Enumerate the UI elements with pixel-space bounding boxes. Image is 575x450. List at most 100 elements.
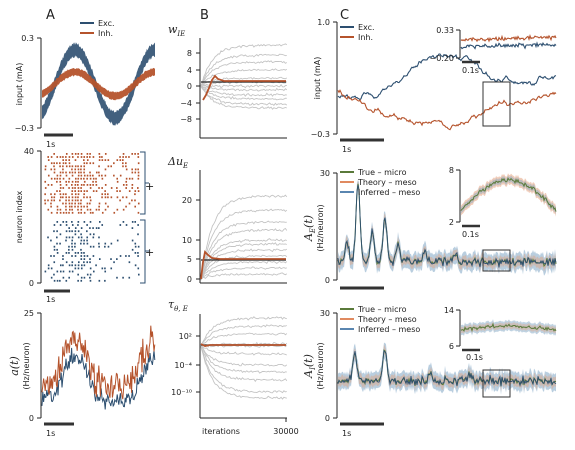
grey-run (200, 345, 288, 383)
raster-spike (80, 156, 83, 158)
y-tick-label: 10⁻⁴ (174, 361, 192, 370)
raster-spike (92, 177, 95, 180)
a-raster-plus-top: + (145, 180, 154, 193)
raster-spike (86, 174, 89, 177)
raster-spike (122, 276, 124, 279)
raster-spike (74, 202, 76, 205)
c-ae-inset-ytick-label-bottom: 2 (449, 218, 454, 227)
raster-spike (104, 208, 107, 211)
raster-spike (137, 187, 139, 189)
raster-spike (68, 159, 71, 161)
raster-spike (86, 205, 89, 208)
raster-spike (74, 177, 77, 180)
raster-spike (116, 258, 118, 260)
y-tick-label: 5 (187, 255, 192, 264)
c-input-ylabel: input (mA) (313, 57, 322, 100)
raster-spike (83, 211, 86, 214)
raster-spike (56, 279, 59, 282)
raster-spike (62, 276, 65, 279)
a-activity-ytick-label-bottom: 0 (29, 414, 34, 423)
c-ai-inset-scalebar-label: 0.1s (466, 353, 483, 362)
raster-spike (50, 202, 52, 205)
grey-run (200, 60, 288, 86)
raster-spike (125, 177, 128, 180)
raster-spike (131, 184, 134, 186)
raster-spike (62, 159, 64, 161)
raster-spike (134, 264, 137, 267)
raster-spike (62, 196, 64, 199)
raster-spike (89, 196, 91, 199)
raster-spike (125, 187, 127, 189)
raster-spike (98, 258, 101, 260)
raster-spike (125, 184, 128, 186)
raster-spike (80, 267, 83, 270)
raster-spike (71, 221, 73, 223)
raster-spike (80, 168, 82, 171)
raster-spike (95, 208, 98, 211)
raster-spike (80, 177, 82, 180)
grey-run (200, 53, 287, 86)
raster-spike (65, 252, 68, 254)
raster-spike (74, 180, 77, 183)
b-tau-fit-trace (200, 343, 286, 347)
a-raster-scalebar-label: 1s (46, 295, 55, 304)
a-activity-ylabel-units: (Hz/neuron) (22, 342, 31, 389)
raster-spike (98, 202, 101, 205)
raster-spike (74, 245, 76, 248)
raster-spike (77, 196, 79, 199)
raster-spike (59, 156, 62, 158)
raster-spike (77, 184, 79, 186)
raster-spike (44, 168, 47, 171)
raster-spike (65, 208, 67, 211)
raster-spike (65, 196, 67, 199)
b-du-fit-trace (200, 250, 286, 280)
raster-spike (65, 156, 67, 158)
c-ai-ylabel-units: (Hz/neuron) (316, 342, 325, 389)
raster-spike (77, 279, 79, 282)
raster-spike (134, 153, 136, 155)
grey-run (200, 84, 287, 89)
raster-spike (53, 273, 55, 276)
raster-spike (56, 190, 58, 192)
raster-spike (47, 174, 50, 177)
grey-run (200, 43, 288, 87)
raster-spike (125, 168, 128, 171)
raster-spike (59, 270, 62, 273)
raster-spike (59, 233, 62, 236)
c-ae-ytick-label-bottom: 0 (325, 276, 330, 285)
raster-spike (98, 242, 100, 245)
raster-spike (71, 168, 73, 171)
raster-spike (50, 184, 53, 186)
raster-spike (83, 196, 85, 199)
raster-spike (104, 184, 107, 186)
grey-run (200, 345, 287, 356)
raster-spike (77, 267, 80, 270)
raster-spike (53, 171, 56, 174)
raster-spike (107, 245, 110, 248)
c-ae-ylabel-units: (Hz/neuron) (316, 204, 325, 251)
panel-a-input: 0.3 −0.3 input (mA) Exc. Inh. 1s (15, 19, 155, 149)
raster-spike (47, 184, 50, 186)
raster-spike (113, 174, 115, 177)
c-ai-inset-ytick-label-top: 14 (444, 306, 454, 315)
raster-spike (86, 261, 89, 264)
raster-spike (101, 156, 103, 158)
raster-spike (62, 171, 64, 174)
raster-spike (68, 199, 70, 202)
c-ai-legend-true-label: True – micro (357, 305, 407, 314)
raster-spike (59, 187, 62, 189)
c-ai-inset-band-theory (461, 321, 556, 334)
raster-spike (89, 233, 92, 236)
c-input-inset-ytick-label-top: 0.33 (436, 26, 454, 35)
raster-spike (98, 205, 100, 208)
a-raster-spikes (44, 153, 140, 282)
raster-spike (128, 156, 130, 158)
raster-spike (101, 177, 104, 180)
raster-spike (98, 279, 101, 282)
raster-spike (65, 184, 68, 186)
raster-spike (131, 221, 134, 223)
raster-spike (92, 211, 94, 214)
raster-spike (98, 171, 100, 174)
a-input-scalebar-label: 1s (46, 140, 55, 149)
grey-run (200, 76, 288, 86)
